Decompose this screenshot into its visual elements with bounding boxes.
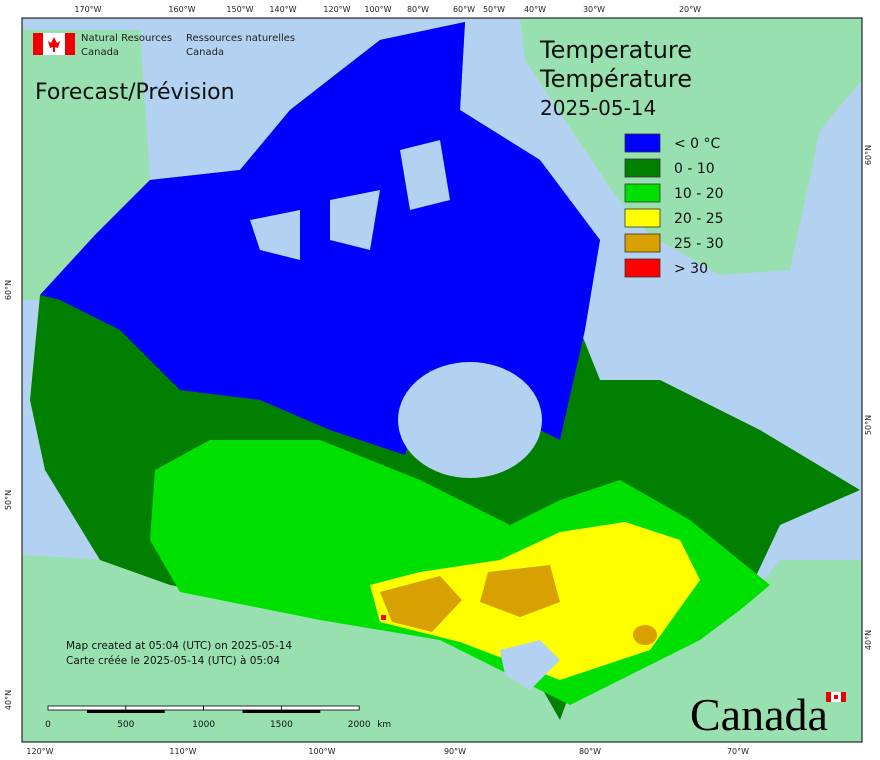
legend-label: 25 - 30 bbox=[674, 236, 724, 252]
longitude-label: 40°W bbox=[524, 5, 546, 14]
scale-segment bbox=[242, 710, 282, 713]
scale-label: 0 bbox=[45, 720, 51, 730]
legend-label: 20 - 25 bbox=[674, 211, 724, 227]
arctic-channels bbox=[250, 140, 450, 260]
flag-bar bbox=[826, 692, 831, 702]
legend-swatch bbox=[624, 208, 661, 228]
region-25-30 bbox=[480, 565, 560, 617]
longitude-label: 120°W bbox=[26, 747, 53, 756]
longitude-label: 50°W bbox=[483, 5, 505, 14]
legend-label: 10 - 20 bbox=[674, 186, 724, 202]
created-fr: Carte créée le 2025-05-14 (UTC) à 05:04 bbox=[66, 655, 280, 667]
land bbox=[22, 18, 862, 742]
hudson-bay bbox=[398, 362, 542, 478]
longitude-label: 70°W bbox=[727, 747, 749, 756]
scale-segment bbox=[86, 710, 126, 713]
scale-label: 1500 bbox=[270, 720, 293, 730]
latitude-label: 50°N bbox=[4, 490, 13, 510]
legend-label: 0 - 10 bbox=[674, 161, 715, 177]
flag-bar bbox=[841, 692, 846, 702]
wordmark: Canada bbox=[690, 689, 828, 740]
scale-label: 1000 bbox=[192, 720, 215, 730]
map-frame bbox=[21, 17, 863, 743]
nrcan-signature: Natural Resources Canada Ressources natu… bbox=[33, 33, 295, 58]
longitude-label: 80°W bbox=[407, 5, 429, 14]
canada-wordmark: Canada bbox=[690, 689, 846, 740]
legend-swatch bbox=[624, 183, 661, 203]
region-25-30 bbox=[380, 576, 462, 632]
legend-label: > 30 bbox=[674, 261, 708, 277]
dept-en: Canada bbox=[81, 47, 119, 58]
dept-fr: Ressources naturelles bbox=[186, 33, 295, 44]
longitude-label: 150°W bbox=[226, 5, 253, 14]
flag-bar bbox=[65, 33, 75, 55]
scale-segment bbox=[281, 710, 321, 713]
dept-en: Natural Resources bbox=[81, 33, 172, 44]
greenland bbox=[520, 18, 862, 275]
longitude-label: 160°W bbox=[168, 5, 195, 14]
legend: < 0 °C 0 - 10 10 - 20 20 - 25 25 - 30 > 30 bbox=[624, 133, 724, 278]
scale-segment bbox=[203, 705, 282, 711]
longitude-label: 170°W bbox=[74, 5, 101, 14]
great-lakes bbox=[500, 640, 560, 690]
legend-swatch bbox=[624, 233, 661, 253]
legend-swatch bbox=[624, 158, 661, 178]
scale-segment bbox=[280, 705, 360, 711]
latitude-label: 40°N bbox=[4, 690, 13, 710]
longitude-label: 100°W bbox=[364, 5, 391, 14]
longitude-label: 60°W bbox=[453, 5, 475, 14]
longitude-label: 30°W bbox=[583, 5, 605, 14]
legend-label: < 0 °C bbox=[674, 136, 721, 152]
latitude-label: 60°N bbox=[864, 145, 873, 165]
title-fr: Température bbox=[539, 65, 692, 93]
dept-fr: Canada bbox=[186, 47, 224, 58]
title-date: 2025-05-14 bbox=[540, 96, 656, 120]
longitude-label: 120°W bbox=[323, 5, 350, 14]
scale-label: 2000 bbox=[348, 720, 371, 730]
longitude-label: 100°W bbox=[308, 747, 335, 756]
legend-swatch bbox=[624, 258, 661, 278]
longitude-label: 80°W bbox=[579, 747, 601, 756]
maple-leaf bbox=[834, 695, 838, 699]
scale-segment bbox=[125, 705, 205, 711]
region-below-0 bbox=[40, 22, 600, 455]
longitude-label: 140°W bbox=[269, 5, 296, 14]
created-en: Map created at 05:04 (UTC) on 2025-05-14 bbox=[66, 640, 292, 652]
region-above-30 bbox=[381, 615, 386, 620]
maple-leaf bbox=[48, 37, 60, 52]
latitude-label: 50°N bbox=[864, 415, 873, 435]
title-en: Temperature bbox=[539, 36, 692, 64]
flag-bar bbox=[33, 33, 43, 55]
scale-segment bbox=[47, 705, 127, 711]
scale-label: 500 bbox=[117, 720, 134, 730]
scale-segment bbox=[125, 710, 165, 713]
region-25-30 bbox=[633, 625, 657, 645]
product-label: Forecast/Prévision bbox=[35, 80, 235, 105]
scale-unit: km bbox=[377, 720, 391, 730]
alaska bbox=[22, 30, 150, 300]
legend-swatch bbox=[624, 133, 661, 153]
longitude-label: 110°W bbox=[169, 747, 196, 756]
longitude-label: 20°W bbox=[679, 5, 701, 14]
longitude-label: 90°W bbox=[444, 747, 466, 756]
graticule-labels: 170°W 160°W 150°W 140°W 120°W 100°W 80°W 60°W 50… bbox=[4, 5, 873, 756]
latitude-label: 60°N bbox=[4, 280, 13, 300]
latitude-label: 40°N bbox=[864, 630, 873, 650]
scale-bar: 0 500 1000 1500 2000 km bbox=[45, 705, 391, 730]
